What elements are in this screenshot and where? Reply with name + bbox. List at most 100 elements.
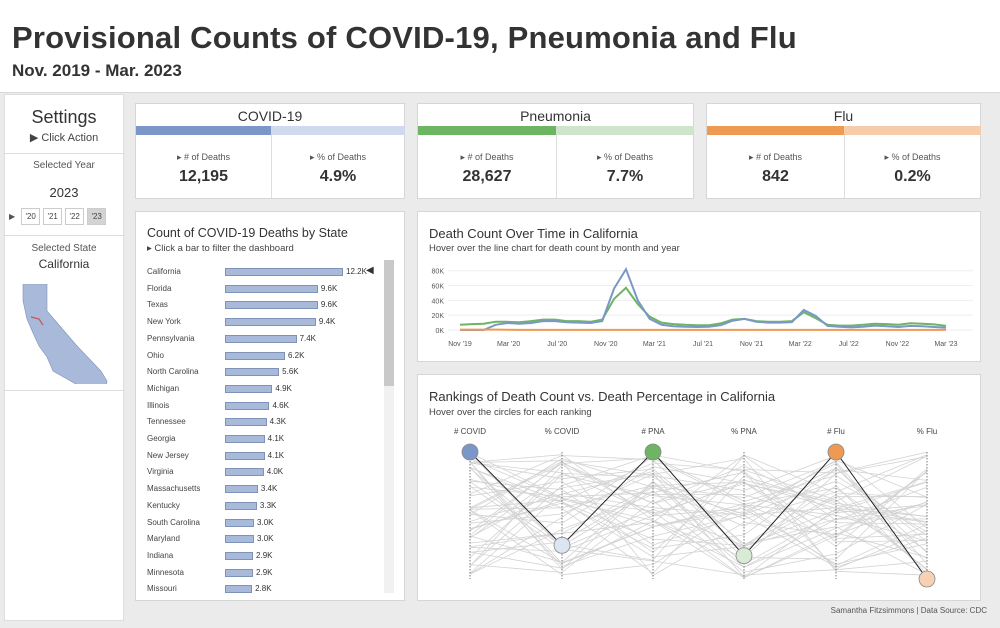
click-action-toggle[interactable]: ▶ Click Action	[29, 132, 99, 144]
state-bar-row[interactable]: South Carolina 3.0K	[136, 518, 381, 532]
state-bar-row[interactable]: Texas 9.6K	[136, 300, 381, 314]
axis-label: # Flu	[827, 427, 845, 436]
state-bar-row[interactable]: North Carolina 5.6K	[136, 367, 381, 381]
state-bar[interactable]	[225, 551, 254, 560]
state-bar-row[interactable]: Indiana 2.9K	[136, 551, 381, 565]
year-button-2021[interactable]: '21	[43, 208, 63, 225]
state-ranking-line	[469, 462, 928, 570]
kpi-pneumonia-pct-cell: ▸ % of Deaths 7.7%	[556, 135, 694, 198]
state-bar-row[interactable]: Virginia 4.0K	[136, 467, 381, 481]
state-list-scrollbar[interactable]	[384, 260, 394, 593]
state-bar[interactable]	[225, 468, 264, 477]
state-bar-row[interactable]: Georgia 4.1K	[136, 434, 381, 448]
y-tick-label: 0K	[435, 328, 444, 335]
state-bar-value: 5.6K	[282, 367, 299, 377]
state-bar[interactable]	[225, 284, 318, 293]
year-button-2020[interactable]: '20	[21, 208, 41, 225]
state-bar-value: 3.0K	[257, 534, 274, 544]
state-ranking-line	[469, 455, 928, 529]
state-bar[interactable]	[225, 318, 316, 327]
state-bar-row[interactable]: Massachusetts 3.4K	[136, 484, 381, 498]
state-bar-row[interactable]: Kentucky 3.3K	[136, 501, 381, 515]
year-button-2022[interactable]: '22	[65, 208, 85, 225]
state-bar-row[interactable]: Florida 9.6K	[136, 284, 381, 298]
kpi-pneumonia-count-value: 28,627	[462, 168, 512, 185]
kpi-flu-bar-count	[707, 126, 844, 135]
ranking-circle[interactable]	[461, 443, 479, 461]
state-bar-chart-panel: Count of COVID-19 Deaths by State ▸ Clic…	[135, 211, 405, 601]
kpi-covid-count-label: ▸ # of Deaths	[176, 152, 231, 162]
x-tick-label: Nov '22	[886, 341, 910, 348]
state-bar[interactable]	[225, 568, 254, 577]
state-bar-row[interactable]: New York 9.4K	[136, 317, 381, 331]
state-bar-value: 4.1K	[267, 450, 285, 460]
kpi-card-covid: COVID-19 ▸ # of Deaths 12,195 ▸ % of Dea…	[135, 103, 405, 199]
x-tick-label: Mar '21	[643, 341, 666, 348]
kpi-flu-count-value: 842	[762, 168, 789, 185]
state-bar[interactable]	[225, 334, 297, 343]
line-chart-panel: Death Count Over Time in California Hove…	[417, 211, 981, 362]
axis-label: # COVID	[454, 427, 486, 436]
state-ranking-line	[469, 467, 927, 558]
state-bar[interactable]	[225, 535, 255, 544]
state-bar[interactable]	[225, 485, 258, 494]
state-bar[interactable]	[225, 301, 318, 310]
selected-year-section: Selected Year 2023	[5, 154, 123, 236]
state-bar-value: 4.9K	[275, 383, 292, 393]
state-bar-value: 3.0K	[257, 517, 274, 527]
state-ranking-line	[469, 481, 928, 568]
state-bar[interactable]	[225, 418, 267, 427]
ranking-circle[interactable]	[644, 443, 662, 461]
ranking-circle[interactable]	[918, 570, 936, 588]
settings-sidebar: Settings ▶ Click Action Selected Year 20…	[4, 94, 124, 621]
ranking-circle[interactable]	[735, 547, 753, 565]
state-bar-value: 4.3K	[269, 417, 287, 427]
state-bar-row[interactable]: Ohio 6.2K	[136, 351, 381, 365]
line-series-0[interactable]	[459, 286, 947, 327]
rankings-parallel-chart[interactable]: # COVID % COVID # PNA % PNA # Flu % Flu	[418, 422, 980, 597]
settings-section: Settings ▶ Click Action	[5, 95, 123, 154]
state-bar[interactable]	[225, 401, 270, 410]
y-tick-label: 80K	[432, 269, 445, 276]
scrollbar-thumb[interactable]	[384, 260, 394, 386]
kpi-covid-title: COVID-19	[237, 108, 303, 124]
state-bar-value: 2.8K	[255, 584, 272, 594]
state-bar-row[interactable]: New Jersey 4.1K	[136, 451, 381, 465]
state-bar[interactable]	[225, 368, 280, 377]
kpi-covid-count-cell: ▸ # of Deaths 12,195	[136, 135, 271, 198]
line-series-1[interactable]	[460, 266, 947, 331]
ranking-circle[interactable]	[553, 536, 571, 554]
state-name-label: Minnesota	[147, 567, 184, 577]
state-bar-value: 6.2K	[287, 350, 305, 360]
state-bar-value: 9.6K	[320, 283, 338, 293]
year-button-2023[interactable]: '23	[87, 208, 107, 225]
axis-label: # PNA	[641, 427, 665, 436]
state-bar-row[interactable]: Michigan 4.9K	[136, 384, 381, 398]
state-bar-row[interactable]: Illinois 4.6K	[136, 401, 381, 415]
kpi-flu-title: Flu	[833, 108, 854, 124]
death-count-line-chart[interactable]: 80K 60K 40K 20K 0K Nov '19 Mar '20 Jul '20 Nov '…	[418, 260, 980, 360]
state-bar[interactable]	[225, 518, 255, 527]
state-bar[interactable]	[225, 268, 343, 276]
state-bar[interactable]	[225, 435, 265, 443]
axis-label: % Flu	[917, 427, 937, 436]
ranking-circle[interactable]	[827, 443, 845, 461]
california-map[interactable]	[5, 284, 125, 384]
kpi-card-pneumonia: Pneumonia ▸ # of Deaths 28,627 ▸ % of De…	[417, 103, 694, 199]
selected-year-value: 2023	[49, 185, 79, 200]
state-ranking-line	[469, 468, 928, 553]
selected-year-label: Selected Year	[33, 160, 95, 171]
state-bar[interactable]	[225, 501, 257, 510]
state-bar-row[interactable]: California 12.2K ◀	[136, 265, 381, 281]
state-bar-row[interactable]: Minnesota 2.9K	[136, 568, 381, 582]
state-bar-row[interactable]: Pennsylvania 7.4K	[136, 334, 381, 348]
state-bar-row[interactable]: Missouri 2.8K	[136, 584, 381, 598]
state-bar[interactable]	[225, 384, 273, 393]
state-bar-row[interactable]: Maryland 3.0K	[136, 534, 381, 548]
california-ranking-line[interactable]	[469, 451, 928, 580]
state-bar[interactable]	[225, 451, 265, 460]
state-bar[interactable]	[225, 351, 285, 360]
year-play-icon[interactable]: ▶	[9, 212, 16, 221]
state-bar[interactable]	[225, 585, 253, 594]
state-bar-row[interactable]: Tennessee 4.3K	[136, 417, 381, 431]
